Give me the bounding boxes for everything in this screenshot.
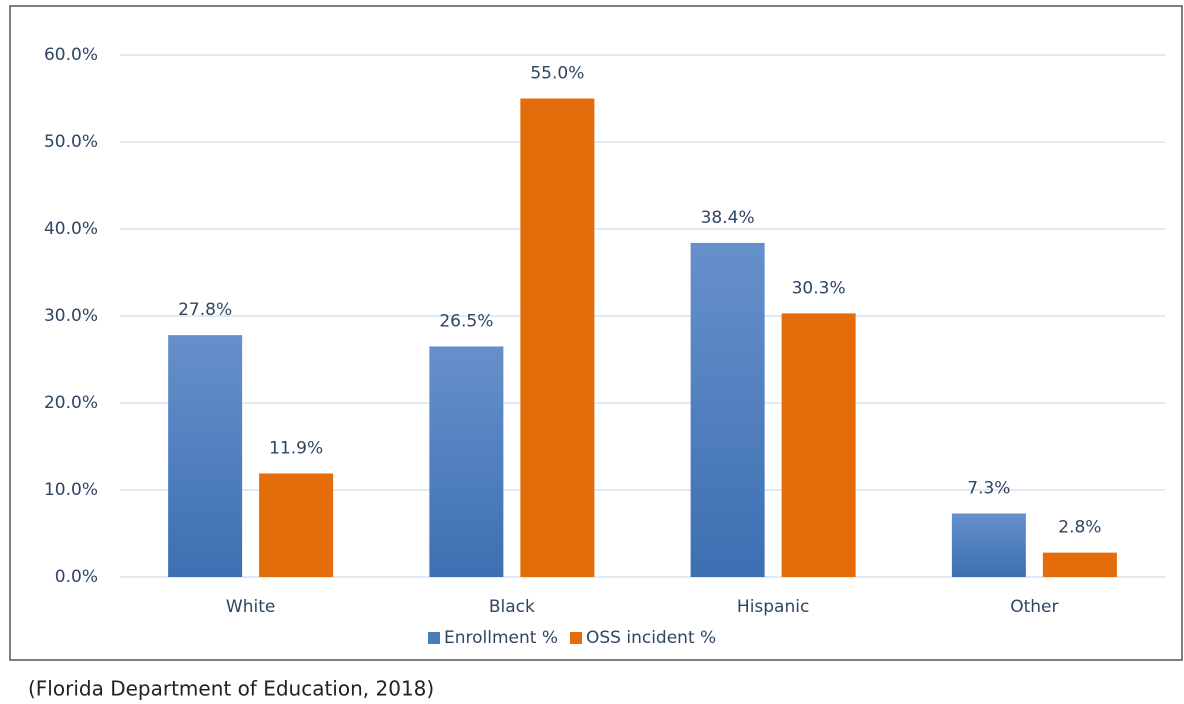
legend-swatch <box>428 632 440 644</box>
value-label: 30.3% <box>792 278 846 298</box>
x-tick-label: Hispanic <box>737 597 809 617</box>
x-tick-label: Other <box>1010 597 1058 617</box>
y-tick-label: 60.0% <box>44 45 98 65</box>
bar <box>951 513 1026 577</box>
chart-frame <box>9 5 1183 661</box>
bar <box>259 473 334 577</box>
legend-label: Enrollment % <box>444 628 558 648</box>
value-label: 7.3% <box>967 478 1010 498</box>
value-label: 38.4% <box>701 208 755 228</box>
source-note: (Florida Department of Education, 2018) <box>28 677 434 701</box>
value-label: 26.5% <box>439 311 493 331</box>
legend-label: OSS incident % <box>586 628 716 648</box>
value-label: 11.9% <box>269 438 323 458</box>
value-label: 2.8% <box>1058 518 1101 538</box>
y-tick-label: 40.0% <box>44 219 98 239</box>
bar <box>781 313 856 577</box>
legend-swatch <box>570 632 582 644</box>
y-tick-label: 0.0% <box>55 567 98 587</box>
bar <box>168 335 243 577</box>
x-tick-label: White <box>226 597 275 617</box>
bar <box>1042 552 1117 577</box>
bar <box>690 242 765 578</box>
x-tick-label: Black <box>489 597 535 617</box>
y-tick-label: 20.0% <box>44 393 98 413</box>
y-tick-label: 30.0% <box>44 306 98 326</box>
y-tick-label: 10.0% <box>44 480 98 500</box>
value-label: 27.8% <box>178 300 232 320</box>
bar <box>429 346 504 577</box>
y-tick-label: 50.0% <box>44 132 98 152</box>
value-label: 55.0% <box>530 64 584 84</box>
bar <box>520 98 595 577</box>
